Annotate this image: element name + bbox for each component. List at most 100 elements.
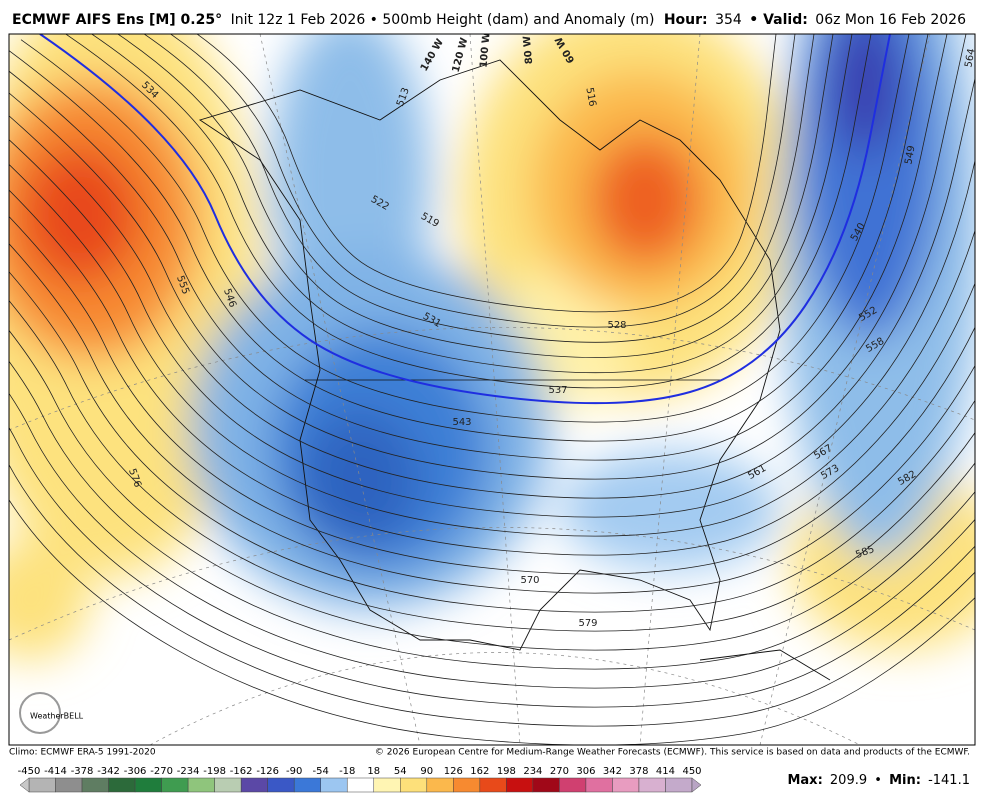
colorbar-tick-label: -378 [71, 766, 94, 777]
contour-line [9, 360, 975, 670]
header-left: ECMWF AIFS Ens [M] 0.25° Init 12z 1 Feb … [12, 12, 655, 28]
colorbar-segment [81, 777, 109, 793]
colorbar-segment [108, 777, 136, 793]
colorbar-tick-label: -450 [18, 766, 41, 777]
longitude-label: 100 W [478, 32, 492, 68]
model-name: ECMWF AIFS Ens [M] 0.25° [12, 12, 222, 28]
contour-line [9, 76, 975, 499]
colorbar-segment [506, 777, 534, 793]
separator: • [874, 773, 882, 788]
colorbar-segment [612, 777, 640, 793]
colorbar-tick-label: 270 [550, 766, 569, 777]
colorbar-segment [400, 777, 428, 793]
hour-value: 354 [715, 12, 742, 28]
contour-line [9, 189, 975, 556]
colorbar-segment [240, 777, 268, 793]
contour-line [9, 392, 975, 689]
colorbar-segment [532, 777, 560, 793]
contour-line [9, 34, 967, 480]
colorbar-tick-label: -306 [124, 766, 147, 777]
colorbar-tick-label: -162 [230, 766, 253, 777]
colorbar-tick-label: -414 [44, 766, 67, 777]
contour-line [169, 34, 796, 328]
contour-line [64, 34, 872, 389]
max-label: Max: [787, 773, 822, 788]
colorbar-end [691, 777, 702, 793]
colorbar-tick-label: -198 [203, 766, 226, 777]
max-min: Max: 209.9 • Min: -141.1 [787, 773, 970, 788]
contour-line [9, 300, 975, 632]
contour-line [90, 34, 853, 374]
colorbar-tick-label: -18 [339, 766, 355, 777]
valid-label: • Valid: [749, 12, 808, 28]
contour-label: 516 [583, 87, 597, 108]
height-contours [9, 34, 975, 745]
contour-line [196, 34, 777, 313]
colorbar-tick-label: -90 [286, 766, 302, 777]
contour-line [9, 271, 975, 613]
contour-line [9, 34, 948, 461]
contour-line [9, 426, 975, 708]
contour-line [9, 329, 975, 651]
colorbar-segment [267, 777, 295, 793]
colorbar-tick-label: 126 [444, 766, 463, 777]
contour-line [117, 34, 834, 358]
climo-note: Climo: ECMWF ERA-5 1991-2020 [9, 748, 156, 758]
min-label: Min: [889, 773, 921, 788]
copyright-note: © 2026 European Centre for Medium-Range … [375, 748, 970, 758]
colorbar-tick-label: -342 [97, 766, 120, 777]
colorbar-segment [373, 777, 401, 793]
coastlines [198, 59, 831, 681]
contour-label: 570 [520, 575, 539, 586]
colorbar-segment [55, 777, 83, 793]
colorbar-tick-label: 198 [497, 766, 516, 777]
colorbar-tick-label: 18 [367, 766, 380, 777]
colorbar-tick-label: 90 [420, 766, 433, 777]
colorbar-segment [346, 777, 375, 793]
contour-line [9, 216, 975, 575]
logo: WeatherBELL [19, 692, 84, 734]
contour-label: 528 [607, 320, 626, 331]
colorbar-end [19, 777, 30, 793]
contour-label: 543 [452, 417, 471, 428]
highlight-contour [39, 34, 891, 405]
hour-label: Hour: [664, 12, 708, 28]
contour-line [9, 463, 975, 727]
valid-value: 06z Mon 16 Feb 2026 [815, 12, 966, 28]
colorbar-tick-label: -234 [177, 766, 200, 777]
max-value: 209.9 [830, 773, 867, 788]
anomaly-shading [9, 34, 975, 660]
contour-line [143, 34, 815, 343]
colorbar-tick-label: -126 [256, 766, 279, 777]
header-right: Hour: 354 • Valid: 06z Mon 16 Feb 2026 [664, 12, 966, 28]
colorbar-tick-label: 306 [576, 766, 595, 777]
colorbar-segment [479, 777, 507, 793]
colorbar: -450 -414 -378 -342 -306 -270 -234 -198 -162 -126… [18, 766, 702, 793]
colorbar-segment [638, 777, 666, 793]
colorbar-tick-label: 234 [523, 766, 542, 777]
graticule [9, 34, 975, 745]
colorbar-tick-label: 414 [656, 766, 675, 777]
contour-line [20, 34, 910, 423]
contour-label: 549 [903, 145, 917, 166]
colorbar-tick-label: 450 [682, 766, 701, 777]
contour-line [9, 243, 975, 594]
colorbar-tick-label: -54 [313, 766, 329, 777]
colorbar-segment [559, 777, 587, 793]
colorbar-segment [585, 777, 613, 793]
longitude-label: 80 W [522, 35, 535, 64]
contour-label: 537 [548, 385, 567, 396]
colorbar-segment [320, 777, 348, 793]
colorbar-segment [426, 777, 454, 793]
logo-text: WeatherBELL [30, 712, 84, 721]
colorbar-tick-label: 54 [394, 766, 407, 777]
contour-line [9, 139, 975, 518]
colorbar-segment [293, 777, 321, 793]
colorbar-segment [214, 777, 242, 793]
map: 5345555465765135225195315165285375435405… [9, 32, 975, 745]
contour-label: 579 [578, 618, 597, 629]
colorbar-segment [453, 777, 481, 793]
colorbar-segment [187, 777, 215, 793]
